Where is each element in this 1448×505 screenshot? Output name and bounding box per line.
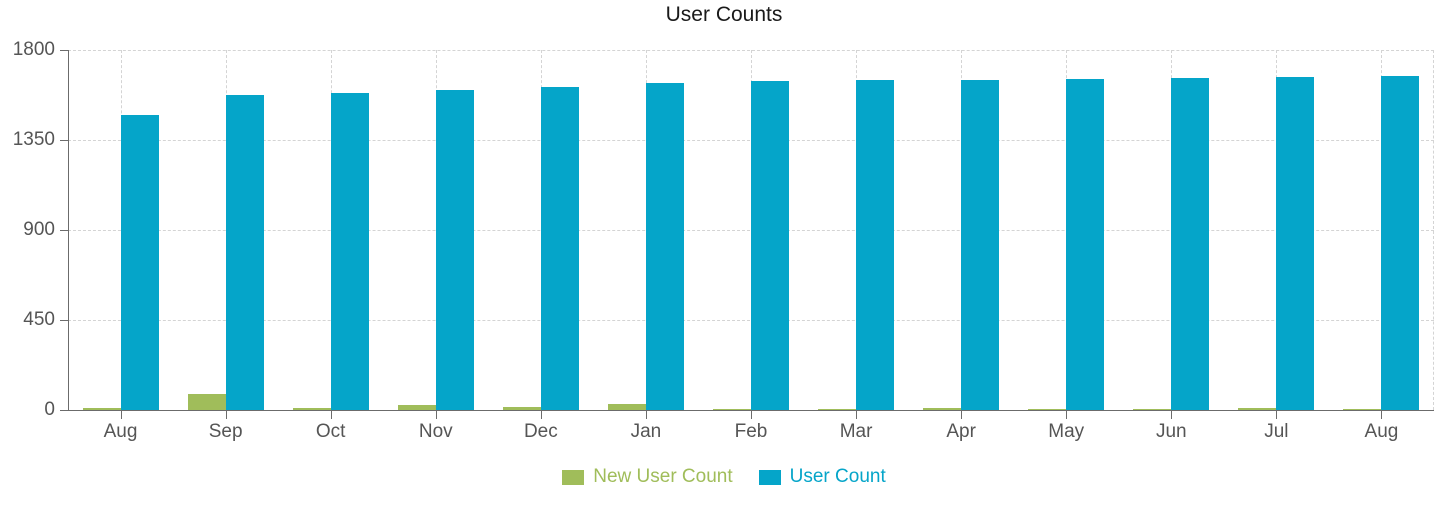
legend-label: New User Count [593,466,733,487]
y-axis-tick-mark [60,320,68,321]
x-axis-tick-label: Aug [103,421,138,442]
bar-new-user-count-sep-1[interactable] [187,394,226,410]
bar-new-user-count-jul-11[interactable] [1238,408,1277,410]
bar-user-count-jan-5[interactable] [645,83,684,410]
y-axis-tick-mark [60,230,68,231]
legend-label: User Count [789,466,886,487]
y-axis-tick-mark [60,410,68,411]
x-axis-tick-label: Oct [315,421,346,442]
x-axis-tick-label: Nov [418,421,453,442]
x-axis-tick-mark [1171,410,1173,419]
legend-swatch-icon [562,469,585,485]
bar-user-count-nov-3[interactable] [435,90,474,410]
bar-user-count-sep-1[interactable] [225,95,264,410]
x-axis-tick-mark [435,410,437,419]
bar-user-count-jul-11[interactable] [1276,77,1315,410]
bar-user-count-aug-12[interactable] [1381,76,1420,410]
x-axis-tick-mark [540,410,542,419]
bar-new-user-count-aug-12[interactable] [1343,409,1382,410]
x-axis-tick-label: Jun [1155,421,1187,442]
y-axis-tick-label: 900 [23,219,55,240]
x-axis-tick-label: Jul [1264,421,1289,442]
bar-new-user-count-dec-4[interactable] [502,407,541,410]
x-axis-tick-mark [645,410,647,419]
x-axis-tick-label: Feb [734,421,768,442]
x-axis-tick-label: Jan [630,421,662,442]
legend-swatch-icon [758,469,781,485]
bar-user-count-mar-7[interactable] [856,80,895,410]
x-axis-tick-mark [751,410,752,419]
x-axis-tick-mark [1381,410,1383,419]
x-axis-tick-label: Aug [1364,421,1399,442]
y-axis-tick-label: 450 [23,309,55,330]
x-axis-tick-label: Mar [839,421,873,442]
y-axis-tick-label: 0 [44,399,55,420]
y-axis-tick-mark [60,140,68,141]
x-axis-tick-label: Apr [946,421,976,442]
x-axis-tick-mark [856,410,858,419]
chart-title: User Counts [665,3,783,26]
x-axis-tick-mark [120,410,122,419]
x-axis-tick-mark [225,410,227,419]
bar-new-user-count-oct-2[interactable] [292,408,331,410]
gridline-vertical [1433,50,1434,410]
bar-user-count-dec-4[interactable] [540,87,579,410]
bar-new-user-count-aug-0[interactable] [82,408,121,410]
legend-item-new-user-count[interactable]: New User Count [562,466,733,488]
chart-legend: New User Count User Count [0,466,1448,488]
bar-new-user-count-nov-3[interactable] [397,405,436,410]
bar-user-count-jun-10[interactable] [1171,78,1210,410]
bar-new-user-count-jan-5[interactable] [607,404,646,410]
y-axis-line [68,50,69,411]
x-axis-tick-mark [961,410,963,419]
x-axis-tick-mark [1066,410,1068,419]
bar-user-count-oct-2[interactable] [330,93,369,410]
x-axis-tick-label: Dec [523,421,558,442]
x-axis-tick-label: May [1048,421,1085,442]
x-axis-tick-mark [330,410,332,419]
bar-new-user-count-apr-8[interactable] [923,408,962,410]
plot-area [68,50,1434,411]
y-axis-tick-label: 1800 [12,39,55,60]
bar-new-user-count-jun-10[interactable] [1133,409,1172,410]
bar-new-user-count-feb-6[interactable] [713,408,751,410]
bar-new-user-count-mar-7[interactable] [818,409,857,410]
x-axis-tick-mark [1276,410,1278,419]
bar-user-count-may-9[interactable] [1066,79,1105,410]
bar-new-user-count-may-9[interactable] [1028,409,1067,410]
y-axis-tick-mark [60,50,68,51]
bar-user-count-feb-6[interactable] [751,81,789,410]
bar-user-count-aug-0[interactable] [120,115,159,410]
y-axis-tick-label: 1350 [12,129,55,150]
x-axis-tick-label: Sep [208,421,243,442]
bar-user-count-apr-8[interactable] [961,80,1000,410]
legend-item-user-count[interactable]: User Count [758,466,886,488]
